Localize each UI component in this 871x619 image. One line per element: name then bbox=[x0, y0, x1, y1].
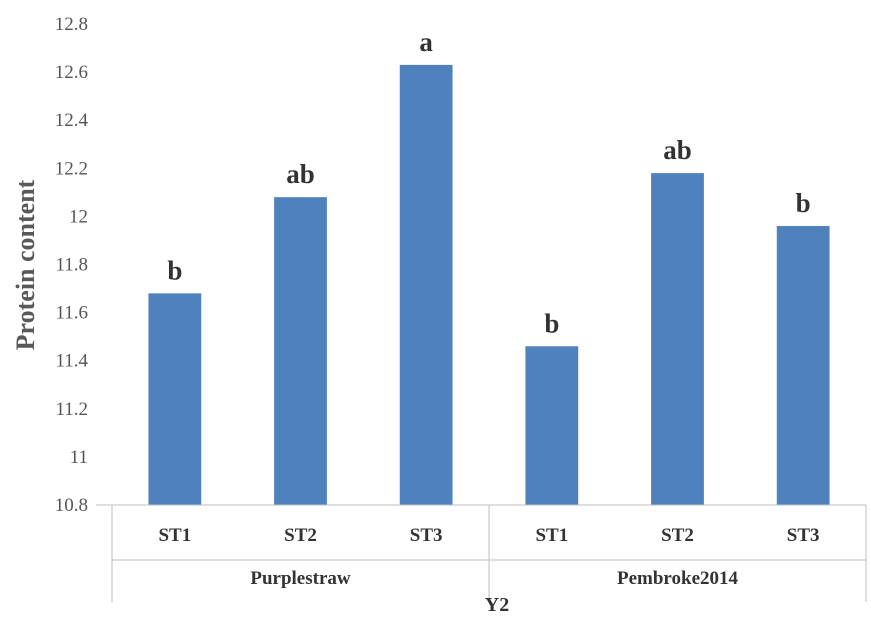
y-tick-label: 12.6 bbox=[55, 62, 88, 83]
y-tick-label: 11.4 bbox=[55, 351, 88, 372]
bar-purplestraw-st3 bbox=[399, 64, 453, 505]
x-category-label: ST2 bbox=[661, 525, 694, 546]
x-axis-title: Y2 bbox=[485, 594, 509, 616]
bar-significance-label: b bbox=[796, 188, 811, 218]
bar-significance-label: ab bbox=[663, 135, 692, 165]
bar-significance-label: a bbox=[419, 27, 433, 57]
category-labels: ST1 ST2 ST3 ST1 ST2 ST3 bbox=[158, 525, 819, 546]
x-category-label: ST1 bbox=[158, 525, 191, 546]
x-category-label: ST3 bbox=[410, 525, 443, 546]
bar-significance-label: ab bbox=[286, 159, 315, 189]
bar-significance-label: b bbox=[544, 308, 559, 338]
y-tick-label: 11.2 bbox=[55, 399, 88, 420]
x-group-label: Pembroke2014 bbox=[617, 568, 739, 589]
y-axis-title: Protein content bbox=[11, 179, 40, 350]
y-axis-ticks: 10.8 11 11.2 11.4 11.6 11.8 12 12.2 12.4 12.6 12.8 bbox=[55, 14, 89, 516]
bar-significance-label: b bbox=[167, 255, 182, 285]
bars bbox=[148, 64, 830, 506]
y-tick-label: 12.4 bbox=[55, 110, 89, 131]
y-tick-label: 12.8 bbox=[55, 14, 88, 35]
bar-purplestraw-st2 bbox=[274, 197, 327, 505]
group-labels: Purplestraw Pembroke2014 bbox=[250, 568, 738, 589]
y-tick-label: 11.8 bbox=[55, 255, 88, 276]
y-tick-label: 12 bbox=[69, 206, 88, 227]
axes bbox=[96, 504, 867, 602]
x-category-label: ST3 bbox=[787, 525, 820, 546]
y-tick-label: 11.6 bbox=[55, 303, 88, 324]
bar-pembroke2014-st2 bbox=[651, 173, 704, 506]
bar-pembroke2014-st3 bbox=[776, 226, 830, 505]
bar-purplestraw-st1 bbox=[148, 293, 202, 505]
x-category-label: ST2 bbox=[284, 525, 317, 546]
x-group-label: Purplestraw bbox=[250, 568, 351, 589]
y-tick-label: 12.2 bbox=[55, 158, 88, 179]
x-category-label: ST1 bbox=[535, 525, 568, 546]
y-tick-label: 11 bbox=[70, 447, 88, 468]
y-tick-label: 10.8 bbox=[55, 495, 88, 516]
bar-pembroke2014-st1 bbox=[525, 346, 579, 505]
